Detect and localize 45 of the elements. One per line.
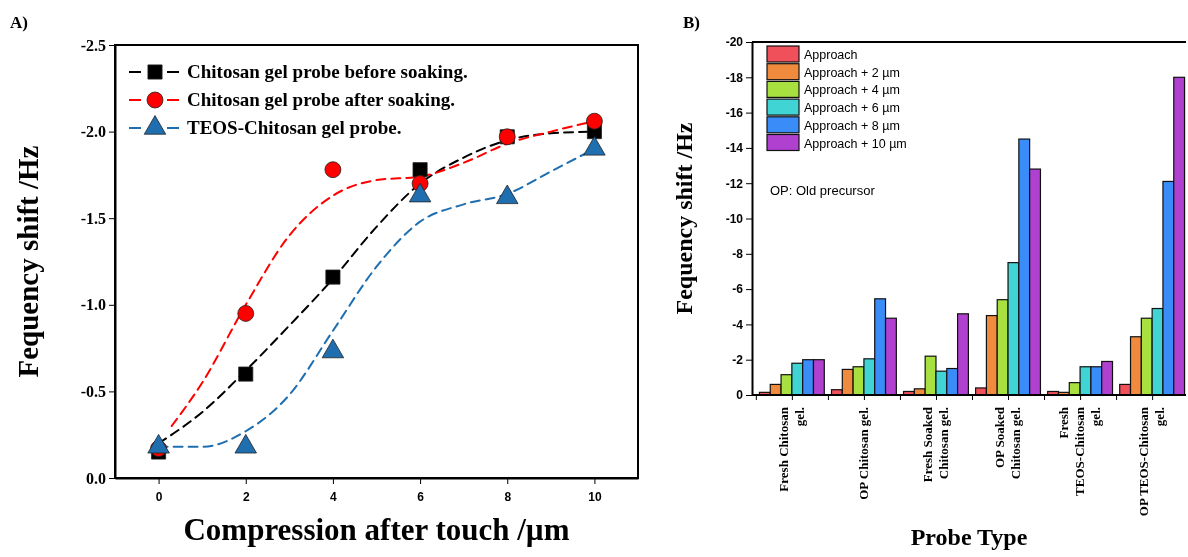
- x-tick-label: 8: [504, 490, 512, 505]
- legend-label: Approach + 6 µm: [804, 101, 900, 116]
- y-tick-label: 0: [736, 388, 744, 403]
- legend-label: Approach + 10 µm: [804, 136, 907, 151]
- x-tick-label: 4: [330, 490, 338, 505]
- x-tick-label: 2: [242, 490, 250, 505]
- chart-title: A): [10, 13, 28, 32]
- y-tick-label: -8: [732, 247, 744, 262]
- y-axis-title: Fequency shift /Hz: [12, 145, 44, 378]
- x-axis-title: Probe Type: [910, 524, 1028, 550]
- x-tick-label: OP TEOS-Chitosan gel.: [1136, 406, 1168, 517]
- y-tick-label: -16: [725, 105, 744, 120]
- legend-label: TEOS-Chitosan gel probe.: [187, 117, 402, 138]
- legend-label: Approach + 2 µm: [804, 65, 900, 80]
- y-tick-label: -6: [732, 282, 744, 297]
- x-tick-label: Fresh Soaked Chitosan gel.: [919, 406, 951, 483]
- y-tick-label: -10: [725, 211, 744, 226]
- y-tick-label: -1.5: [80, 209, 106, 227]
- y-tick-label: -14: [725, 141, 744, 156]
- y-tick-label: -2.0: [80, 123, 106, 141]
- x-tick-label: 0: [155, 490, 163, 505]
- x-tick-label: OP Soaked Chitosan gel.: [992, 406, 1024, 480]
- annotation: OP: Old precursor: [770, 183, 876, 198]
- chart-title: B): [683, 13, 700, 32]
- x-tick-label: 6: [417, 490, 425, 505]
- y-axis-title: Fequency shift /Hz: [671, 122, 697, 315]
- y-tick-label: -18: [725, 70, 744, 85]
- y-tick-label: -4: [732, 317, 744, 332]
- y-tick-label: -2: [732, 353, 744, 368]
- y-tick-label: 0.0: [86, 469, 106, 487]
- x-tick-label: OP Chitosan gel.: [855, 407, 871, 500]
- legend-label: Chitosan gel probe before soaking.: [187, 61, 468, 82]
- legend-label: Approach + 8 µm: [804, 118, 900, 133]
- legend-label: Approach: [804, 48, 858, 62]
- x-tick-label: 10: [588, 490, 602, 505]
- x-tick-label: Fresh TEOS-Chitosan gel.: [1056, 406, 1104, 496]
- x-axis-title: Compression after touch /µm: [183, 512, 570, 547]
- legend-label: Chitosan gel probe after soaking.: [187, 89, 455, 110]
- y-tick-label: -2.5: [80, 36, 106, 54]
- y-tick-label: -20: [725, 35, 744, 50]
- y-tick-label: -1.0: [80, 296, 106, 314]
- legend-label: Approach + 4 µm: [804, 83, 900, 98]
- y-tick-label: -0.5: [80, 383, 106, 401]
- x-tick-label: Fresh Chitosan gel.: [775, 406, 807, 492]
- y-tick-label: -12: [725, 176, 744, 191]
